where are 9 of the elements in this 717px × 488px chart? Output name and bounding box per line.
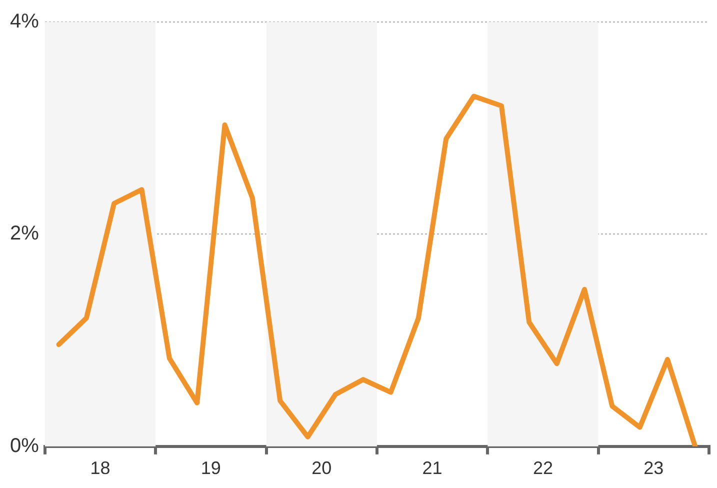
y-tick-label: 0% [10, 434, 40, 457]
x-tick-label: 23 [644, 458, 664, 478]
x-tick-label: 20 [312, 458, 332, 478]
x-tick-label: 22 [532, 458, 553, 478]
x-tick-label: 21 [422, 458, 442, 478]
y-tick-label: 2% [10, 222, 40, 245]
x-tick-label: 19 [200, 458, 221, 478]
x-tick-label: 18 [90, 458, 110, 478]
y-tick-label: 4% [10, 10, 40, 33]
